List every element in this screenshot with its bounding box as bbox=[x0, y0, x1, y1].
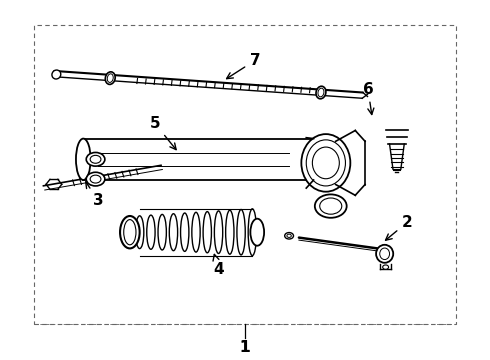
Ellipse shape bbox=[120, 216, 140, 248]
Ellipse shape bbox=[301, 134, 350, 192]
Ellipse shape bbox=[237, 210, 245, 255]
Ellipse shape bbox=[170, 214, 177, 251]
Ellipse shape bbox=[383, 265, 389, 269]
Ellipse shape bbox=[180, 213, 189, 251]
Ellipse shape bbox=[225, 210, 234, 254]
Text: 3: 3 bbox=[86, 182, 104, 208]
Bar bbox=[34, 25, 456, 324]
Text: 4: 4 bbox=[213, 255, 224, 276]
Ellipse shape bbox=[248, 209, 257, 256]
Ellipse shape bbox=[52, 70, 61, 79]
Text: 7: 7 bbox=[226, 53, 261, 79]
Text: 6: 6 bbox=[363, 82, 374, 114]
Ellipse shape bbox=[105, 72, 115, 84]
Text: 1: 1 bbox=[240, 340, 250, 355]
Ellipse shape bbox=[203, 212, 212, 253]
Ellipse shape bbox=[316, 86, 326, 99]
Ellipse shape bbox=[285, 233, 294, 239]
Ellipse shape bbox=[315, 194, 347, 218]
Ellipse shape bbox=[192, 212, 200, 252]
Text: 5: 5 bbox=[149, 116, 176, 150]
Ellipse shape bbox=[215, 211, 222, 253]
Text: 2: 2 bbox=[386, 215, 413, 240]
Ellipse shape bbox=[376, 245, 393, 263]
Ellipse shape bbox=[86, 172, 105, 186]
Ellipse shape bbox=[76, 139, 91, 180]
Ellipse shape bbox=[86, 153, 105, 166]
Ellipse shape bbox=[147, 215, 155, 249]
Ellipse shape bbox=[158, 215, 166, 250]
Ellipse shape bbox=[250, 219, 264, 246]
Ellipse shape bbox=[136, 216, 144, 248]
Text: 1: 1 bbox=[240, 340, 250, 355]
